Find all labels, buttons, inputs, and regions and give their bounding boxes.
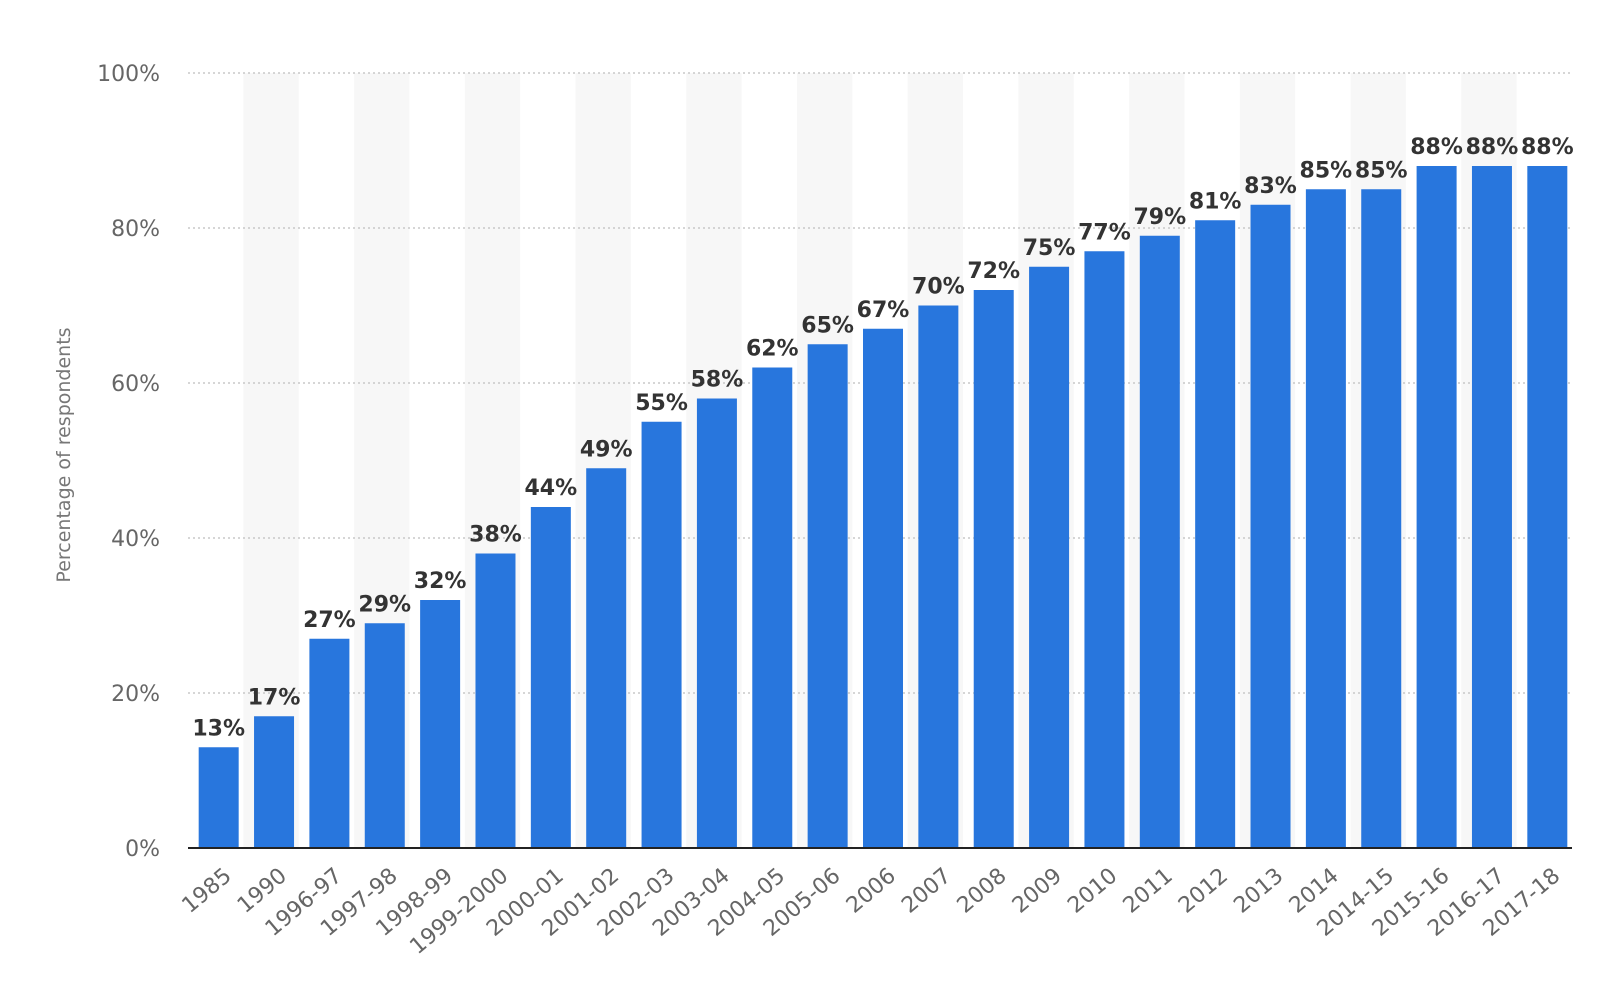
data-label: 75% [1023, 236, 1076, 261]
data-label: 49% [580, 437, 633, 462]
x-tick-label: 2008 [953, 863, 1012, 918]
x-tick-label: 2012 [1174, 863, 1233, 918]
y-tick-label: 0% [125, 837, 160, 862]
bar [1471, 166, 1512, 848]
bar [364, 623, 405, 848]
bars [198, 166, 1568, 848]
bar [420, 600, 461, 848]
data-label: 32% [414, 569, 467, 594]
data-label: 13% [192, 716, 245, 741]
bar [863, 328, 903, 848]
data-label: 85% [1355, 158, 1408, 183]
data-label: 38% [469, 523, 522, 548]
bar [1250, 204, 1291, 848]
data-label: 65% [801, 313, 854, 338]
bar [807, 344, 848, 848]
data-label: 81% [1189, 189, 1242, 214]
bar [254, 716, 295, 848]
data-label: 77% [1078, 220, 1131, 245]
bar [1305, 189, 1346, 848]
data-label: 88% [1410, 135, 1463, 160]
data-label: 67% [857, 298, 910, 323]
y-tick-label: 100% [97, 62, 160, 87]
data-label: 62% [746, 337, 799, 362]
bar [973, 290, 1014, 848]
bar [1361, 189, 1402, 848]
data-label: 17% [248, 685, 301, 710]
data-label: 58% [691, 368, 744, 393]
bar [641, 421, 682, 848]
x-tick-label: 2009 [1008, 863, 1067, 918]
y-axis-label: Percentage of respondents [53, 327, 75, 582]
bar [1084, 251, 1125, 848]
x-tick-label: 2011 [1119, 863, 1178, 918]
data-labels: 13%17%27%29%32%38%44%49%55%58%62%65%67%7… [192, 135, 1573, 741]
data-label: 88% [1521, 135, 1574, 160]
y-tick-label: 40% [111, 527, 160, 552]
bar [696, 398, 737, 848]
bar [530, 507, 571, 848]
data-label: 27% [303, 608, 356, 633]
bar [586, 468, 627, 848]
x-tick-label: 2006 [842, 863, 901, 918]
data-label: 88% [1466, 135, 1519, 160]
bar [309, 638, 350, 848]
bar [1139, 235, 1180, 848]
bar [1029, 266, 1070, 848]
data-label: 55% [635, 391, 688, 416]
data-label: 72% [967, 259, 1020, 284]
x-axis-ticks: 198519901996-971997-981998-991999-200020… [178, 863, 1566, 959]
bar [752, 367, 793, 848]
y-axis-ticks: 0% 20% 40% 60% 80% 100% [97, 62, 160, 862]
bar [1416, 166, 1457, 848]
x-tick-label: 1985 [178, 863, 237, 918]
bar [1527, 166, 1568, 848]
data-label: 44% [525, 476, 578, 501]
x-tick-label: 2013 [1229, 863, 1288, 918]
bar [475, 553, 516, 848]
y-tick-label: 60% [111, 372, 160, 397]
y-tick-label: 20% [111, 682, 160, 707]
data-label: 83% [1244, 174, 1297, 199]
data-label: 70% [912, 275, 965, 300]
bar [198, 747, 239, 848]
x-tick-label: 2007 [897, 863, 956, 918]
bar [918, 305, 959, 848]
x-tick-label: 2010 [1063, 863, 1122, 918]
data-label: 85% [1300, 158, 1353, 183]
data-label: 79% [1133, 205, 1186, 230]
y-tick-label: 80% [111, 217, 160, 242]
bar [1195, 220, 1236, 848]
data-label: 29% [358, 592, 411, 617]
